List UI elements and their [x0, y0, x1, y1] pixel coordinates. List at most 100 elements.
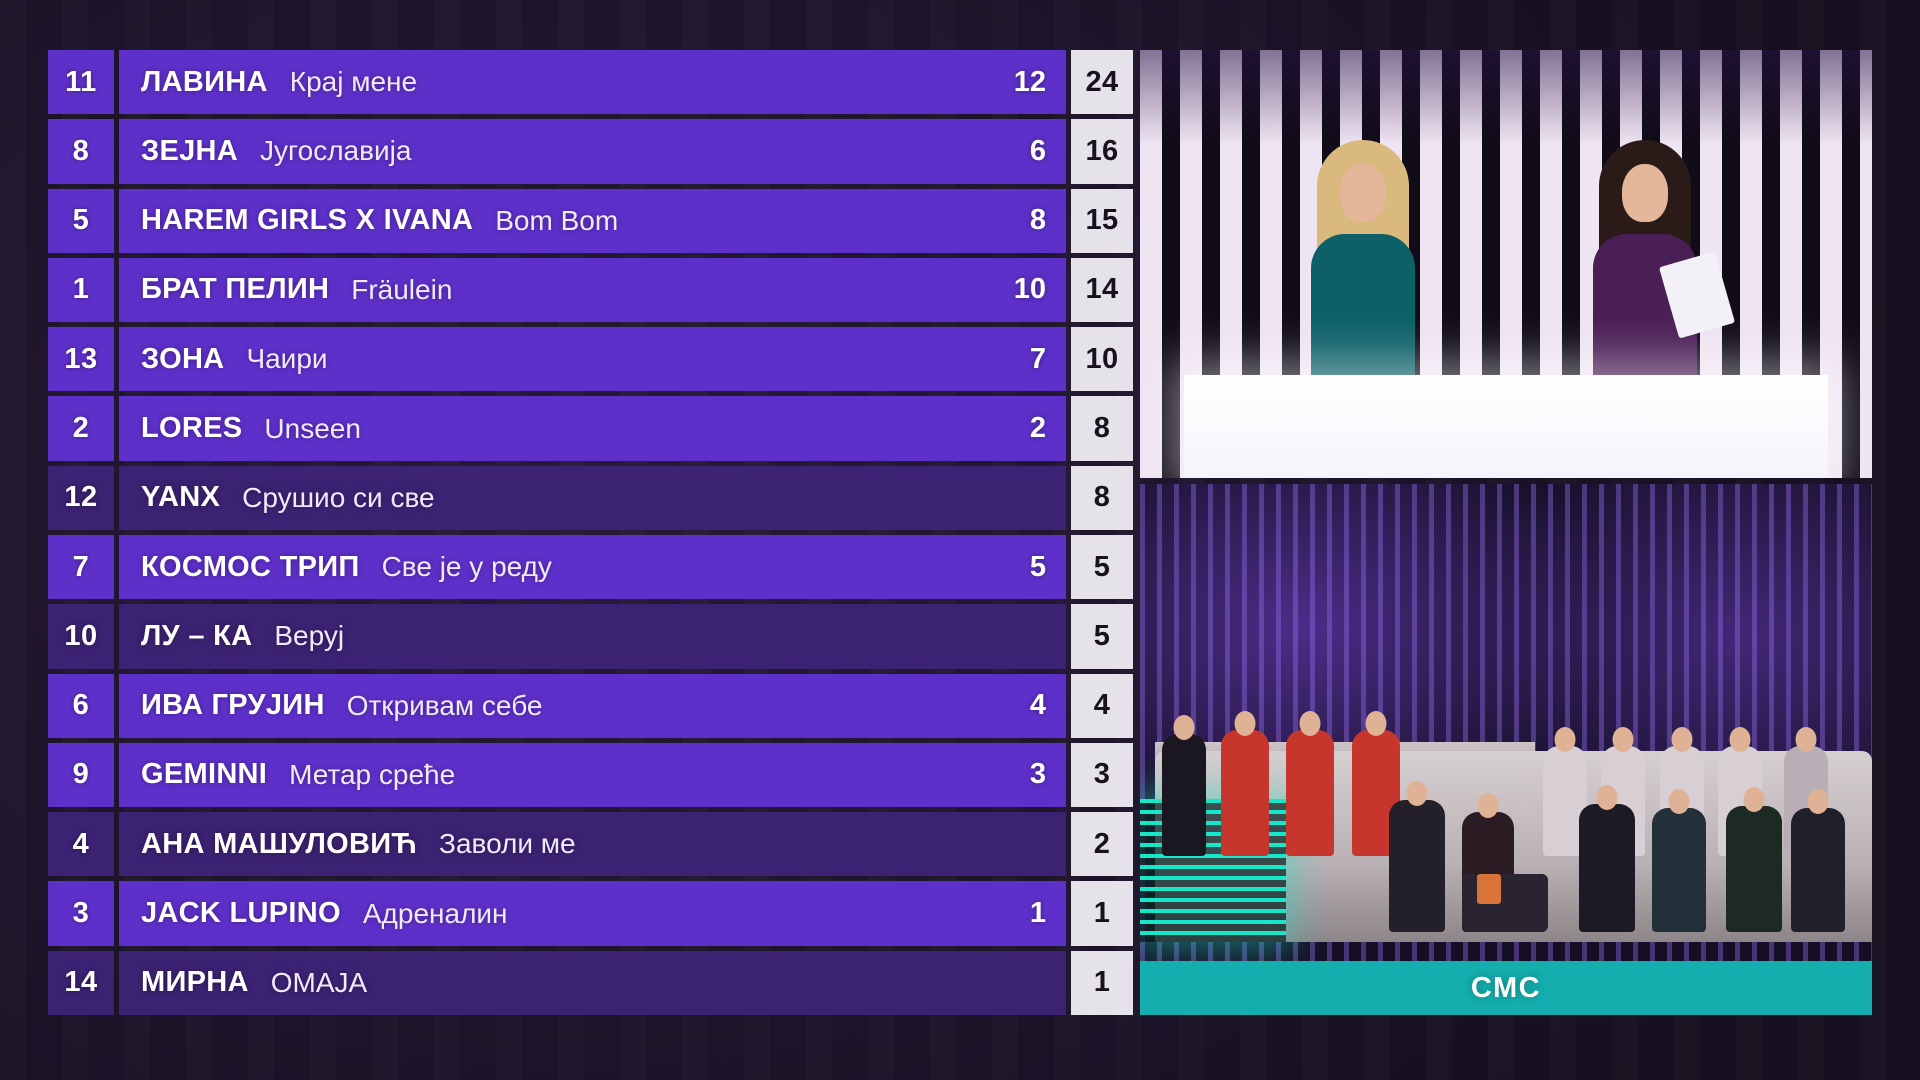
start-number-cell: 5 — [48, 188, 114, 253]
song-title: Све је у реду — [381, 551, 552, 583]
artist-name: ЗЕЈНА — [141, 134, 239, 167]
artist-name: КОСМОС ТРИП — [141, 550, 360, 583]
song-title: Чаири — [246, 343, 328, 375]
song-title: Bom Bom — [495, 204, 619, 236]
contestant — [1579, 804, 1636, 933]
start-number-cell: 4 — [48, 812, 114, 877]
white-podium — [1183, 375, 1829, 478]
table-row: 3 JACK LUPINO Адреналин 1 1 — [48, 881, 1133, 946]
song-title: Југославија — [260, 135, 412, 167]
entry-cell: HAREM GIRLS X IVANA Bom Bom 8 — [119, 188, 1066, 253]
artist-name: ЗОНА — [141, 342, 225, 375]
start-number-cell: 8 — [48, 119, 114, 184]
start-number-cell: 1 — [48, 257, 114, 323]
total-points-cell: 3 — [1071, 742, 1133, 808]
contestant — [1725, 806, 1782, 933]
artist-name: АНА МАШУЛОВИЋ — [141, 827, 418, 860]
host-head — [1340, 163, 1386, 222]
table-row: 12 YANX Срушио си све 8 — [48, 465, 1133, 530]
hosts-camera-feed — [1140, 50, 1872, 478]
table-row: 4 АНА МАШУЛОВИЋ Заволи ме 2 — [48, 812, 1133, 877]
table-row: 2 LORES Unseen 2 8 — [48, 396, 1133, 461]
artist-name: МИРНА — [141, 966, 249, 999]
table-row: 13 ЗОНА Чаири 7 10 — [48, 327, 1133, 392]
table-row: 5 HAREM GIRLS X IVANA Bom Bom 8 15 — [48, 188, 1133, 253]
vote-points-value: 2 — [1029, 412, 1046, 445]
side-table — [1462, 874, 1549, 933]
host-presenter-left — [1288, 134, 1438, 384]
total-points-cell: 1 — [1071, 950, 1133, 1015]
table-row: 11 ЛАВИНА Крај мене 12 24 — [48, 50, 1133, 115]
vote-points-value: 3 — [1029, 758, 1046, 791]
start-number-cell: 11 — [48, 50, 114, 115]
entry-cell: GEMINNI Метар среће 3 — [119, 742, 1066, 808]
start-number-cell: 14 — [48, 950, 114, 1015]
contestant — [1286, 730, 1335, 857]
artist-name: GEMINNI — [141, 758, 268, 791]
song-title: Крај мене — [289, 66, 418, 98]
total-points-cell: 15 — [1071, 188, 1133, 253]
total-points-cell: 10 — [1071, 327, 1133, 392]
drink-cup — [1476, 873, 1501, 904]
contestant — [1220, 730, 1269, 857]
song-title: Заволи ме — [439, 828, 576, 860]
song-title: Метар среће — [289, 758, 456, 790]
greenroom-camera-feed: СМС — [1140, 484, 1872, 1015]
start-number-cell: 12 — [48, 465, 114, 530]
host-presenter-right — [1570, 134, 1736, 384]
vote-points-value: 7 — [1029, 342, 1046, 375]
contestant — [1161, 734, 1206, 857]
total-points-cell: 1 — [1071, 881, 1133, 946]
total-points-cell: 14 — [1071, 257, 1133, 323]
artist-name: БРАТ ПЕЛИН — [141, 273, 330, 306]
table-row: 14 МИРНА OMAJA 1 — [48, 950, 1133, 1015]
total-points-cell: 16 — [1071, 119, 1133, 184]
total-points-cell: 5 — [1071, 604, 1133, 669]
vote-points-value: 12 — [1013, 65, 1046, 98]
host-dress — [1311, 233, 1415, 384]
start-number-cell: 13 — [48, 327, 114, 392]
entry-cell: ЛАВИНА Крај мене 12 — [119, 50, 1066, 115]
song-title: Unseen — [264, 412, 361, 444]
entry-cell: КОСМОС ТРИП Све је у реду 5 — [119, 534, 1066, 600]
scoreboard-table: 11 ЛАВИНА Крај мене 12 24 8 ЗЕЈНА Југославија 6 1… — [48, 50, 1133, 1015]
entry-cell: ЗЕЈНА Југославија 6 — [119, 119, 1066, 184]
song-title: Веруј — [274, 620, 345, 652]
vote-points-value: 1 — [1029, 897, 1046, 930]
table-row: 9 GEMINNI Метар среће 3 3 — [48, 742, 1133, 808]
total-points-cell: 8 — [1071, 396, 1133, 461]
contestant — [1388, 800, 1445, 933]
entry-cell: ЛУ – КА Веруј — [119, 604, 1066, 669]
entry-cell: БРАТ ПЕЛИН Fräulein 10 — [119, 257, 1066, 323]
total-points-cell: 4 — [1071, 673, 1133, 738]
contestant — [1791, 808, 1846, 933]
host-head — [1622, 163, 1668, 222]
greenroom-scene — [1140, 484, 1872, 961]
artist-name: ЛУ – КА — [141, 619, 253, 652]
table-row: 6 ИВА ГРУЈИН Откривам себе 4 4 — [48, 673, 1133, 738]
total-points-cell: 5 — [1071, 534, 1133, 600]
artist-name: ЛАВИНА — [141, 65, 268, 98]
entry-cell: YANX Срушио си све — [119, 465, 1066, 530]
total-points-cell: 2 — [1071, 812, 1133, 877]
entry-cell: LORES Unseen 2 — [119, 396, 1066, 461]
start-number-cell: 6 — [48, 673, 114, 738]
video-feed-column: СМС — [1140, 50, 1872, 1015]
vote-points-value: 5 — [1029, 550, 1046, 583]
entry-cell: JACK LUPINO Адреналин 1 — [119, 881, 1066, 946]
table-row: 1 БРАТ ПЕЛИН Fräulein 10 14 — [48, 257, 1133, 323]
entry-cell: ЗОНА Чаири 7 — [119, 327, 1066, 392]
song-title: Fräulein — [351, 273, 453, 305]
start-number-cell: 3 — [48, 881, 114, 946]
vote-points-value: 10 — [1013, 273, 1046, 306]
song-title: OMAJA — [270, 966, 368, 998]
artist-name: LORES — [141, 412, 243, 445]
total-points-cell: 8 — [1071, 465, 1133, 530]
start-number-cell: 10 — [48, 604, 114, 669]
table-row: 7 КОСМОС ТРИП Све је у реду 5 5 — [48, 534, 1133, 600]
table-row: 10 ЛУ – КА Веруј 5 — [48, 604, 1133, 669]
artist-name: YANX — [141, 481, 221, 514]
artist-name: HAREM GIRLS X IVANA — [141, 204, 474, 237]
entry-cell: АНА МАШУЛОВИЋ Заволи ме — [119, 812, 1066, 877]
